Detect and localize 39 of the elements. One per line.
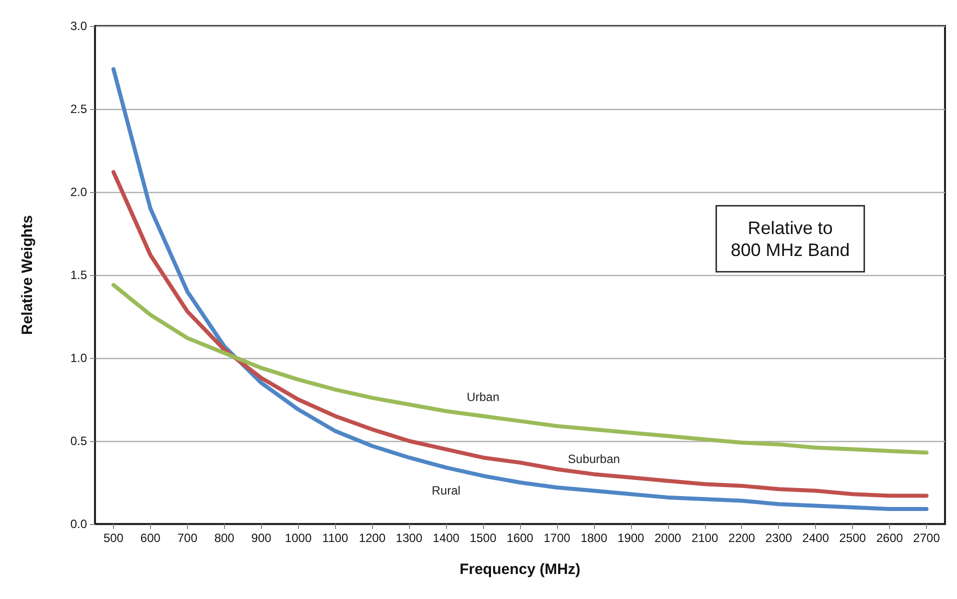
y-tick-label: 1.0 [70,351,88,365]
line-series [111,67,929,512]
x-tick-label: 600 [140,531,161,545]
series-label: Suburban [568,452,620,466]
x-tick-label: 700 [177,531,198,545]
x-axis-title: Frequency (MHz) [460,561,580,578]
y-tick-label: 2.0 [70,185,88,199]
line-series [111,282,929,455]
x-tick-label: 2600 [876,531,904,545]
x-tick-label: 2200 [728,531,756,545]
x-tick-label: 1700 [544,531,571,545]
series-label: Urban [466,390,500,404]
x-tick-label: 1800 [580,531,608,545]
x-tick-label: 2400 [802,531,830,545]
y-axis-title: Relative Weights [19,215,36,335]
x-tick-label: 1200 [358,531,386,545]
y-tick-label: 2.5 [70,102,88,116]
y-tick-label: 3.0 [70,19,88,33]
line-series [111,170,929,498]
y-tick-label: 0.0 [70,517,88,531]
y-tick-label: 1.5 [70,268,88,282]
annotation: Relative to 800 MHz Band [730,218,850,260]
x-tick-label: 1400 [432,531,460,545]
x-tick-label: 2000 [654,531,682,545]
y-tick-label: 0.5 [70,434,88,448]
x-tick-label: 1300 [396,531,423,545]
x-tick-label: 2500 [839,531,866,545]
x-tick-label: 500 [103,531,124,545]
series-label: Rural [432,484,460,498]
x-tick-label: 900 [251,531,272,545]
x-tick-label: 1000 [284,531,312,545]
x-tick-label: 1900 [618,531,645,545]
x-tick-label: 800 [214,531,235,545]
x-tick-label: 1100 [322,531,348,545]
x-tick-label: 1600 [506,531,534,545]
x-tick-label: 2700 [913,531,940,545]
x-tick-label: 1500 [470,531,497,545]
x-tick-label: 2100 [691,531,718,545]
x-tick-label: 2300 [765,531,792,545]
